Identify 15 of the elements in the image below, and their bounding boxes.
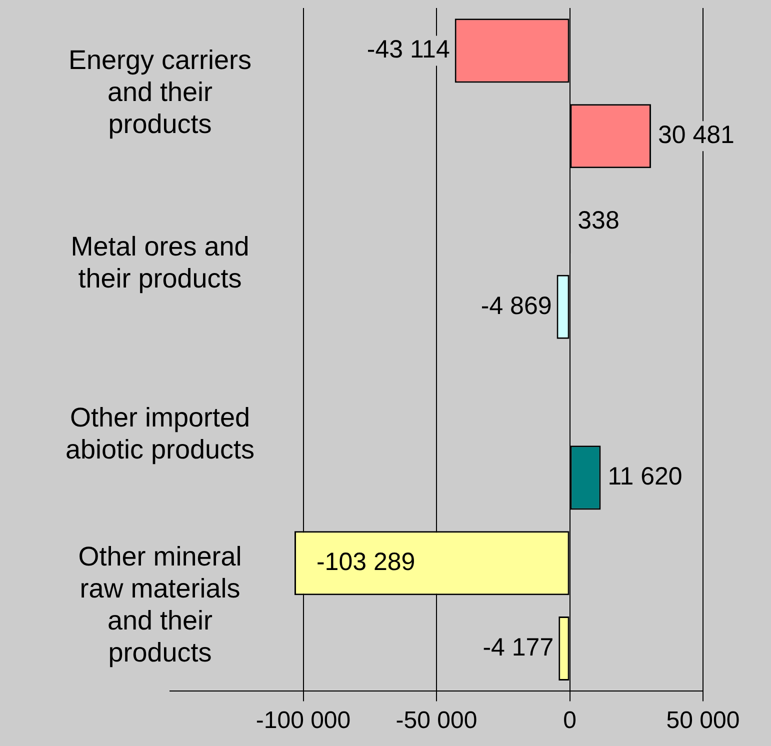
data-label: 338 <box>578 206 620 234</box>
x-tick-label: 0 <box>563 707 576 734</box>
x-tick-label: 50 000 <box>666 707 740 734</box>
y-tick-label: Energy carriers and their products <box>68 44 252 139</box>
data-label: 30 481 <box>658 120 734 149</box>
data-label: -103 289 <box>316 548 416 576</box>
data-label: -4 869 <box>480 292 552 320</box>
data-label: -43 114 <box>366 36 450 64</box>
data-label: -4 177 <box>482 633 554 662</box>
x-tick-label: -50 000 <box>396 707 478 734</box>
y-tick-label: Other imported abiotic products <box>65 402 255 464</box>
x-tick-label: -100 000 <box>256 707 351 734</box>
y-tick-label: Metal ores and their products <box>70 232 250 294</box>
y-tick-label: Other mineral raw materials and their products <box>78 541 242 668</box>
data-label: 11 620 <box>608 462 682 491</box>
